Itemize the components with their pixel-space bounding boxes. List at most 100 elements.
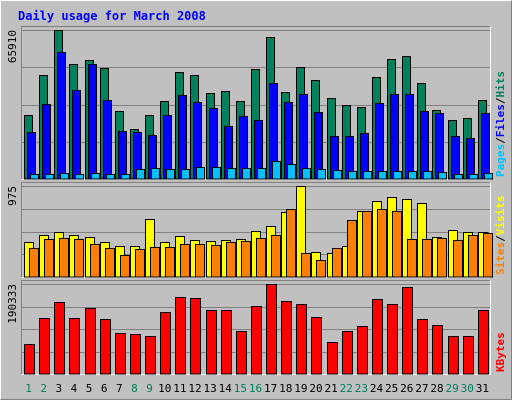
bar-kbytes [130,334,141,375]
bar-kbytes [221,310,232,375]
bar-sites [150,247,160,278]
legend-entry: Sites [494,242,507,275]
bar-sites [483,233,493,278]
bar-files [57,52,66,180]
bar-files [72,90,81,180]
legend-entry: Visits [494,196,507,236]
bar-sites [422,239,432,278]
chart-panels: 65910Pages/Files/Hits975Sites/Visits1903… [6,26,507,375]
bar-sites [105,248,115,278]
bar-sites [271,235,281,278]
bar-pages [60,173,69,180]
bar-sites [120,255,130,278]
bar-kbytes [296,304,307,375]
bar-files [435,113,444,180]
bar-kbytes [175,297,186,375]
x-tick-label: 8 [131,382,138,395]
bar-pages [45,174,54,180]
bar-sites [59,238,69,278]
x-tick-label: 18 [279,382,292,395]
bar-files [481,113,490,180]
bar-kbytes [24,344,35,375]
bar-files [466,138,475,180]
bar-files [118,131,127,180]
y-max-label: 190333 [6,284,19,324]
legend-entry: KBytes [494,332,507,372]
bar-pages [136,169,145,180]
bar-kbytes [432,325,443,375]
bar-pages [272,161,281,180]
bar-pages [393,171,402,180]
bar-kbytes [190,298,201,375]
x-tick-label: 1 [25,382,32,395]
bar-sites [362,211,372,278]
bar-kbytes [69,318,80,375]
bar-kbytes [145,336,156,375]
bar-pages [166,169,175,180]
bar-pages [348,171,357,180]
bar-kbytes [463,336,474,375]
bar-files [420,111,429,180]
bar-sites [256,238,266,278]
bar-pages [30,174,39,180]
bar-files [178,95,187,180]
bar-sites [195,244,205,278]
x-axis-labels: 1 2 3 4 5 6 7 8 9 10 11 12 13 14 15 16 17 18 19 20 21 22 23 24 2… [25,382,489,395]
x-tick-label: 10 [158,382,171,395]
x-tick-label: 13 [203,382,216,395]
bar-sites [180,244,190,278]
bar-pages [317,169,326,180]
bar-kbytes [251,306,262,375]
bar-pages [212,167,221,180]
x-tick-label: 5 [86,382,93,395]
bar-kbytes [387,304,398,375]
bar-kbytes [206,310,217,375]
x-tick-label: 17 [264,382,277,395]
x-tick-label: 19 [294,382,307,395]
x-tick-label: 26 [400,382,413,395]
bar-kbytes [311,317,322,375]
x-tick-label: 27 [415,382,428,395]
bar-sites [165,247,175,278]
x-tick-label: 31 [476,382,489,395]
y-max-label: 65910 [6,30,19,63]
bar-sites [453,240,463,278]
bar-files [405,94,414,180]
series-kbytes [24,284,489,375]
bar-sites [407,239,417,278]
series-pages [30,161,493,180]
legend-kbytes: KBytes [494,332,507,372]
bar-sites [29,248,39,278]
chart-title: Daily usage for March 2008 [18,9,206,23]
bar-kbytes [39,318,50,375]
plot-border-shadow [21,182,491,278]
bar-sites [44,239,54,278]
bar-pages [469,174,478,180]
bar-kbytes [115,333,126,375]
bar-sites [90,244,100,278]
bar-files [299,94,308,180]
bar-files [451,136,460,180]
bar-sites [241,241,251,278]
bar-kbytes [100,319,111,375]
bar-kbytes [478,310,489,375]
bar-pages [91,173,100,180]
bar-pages [75,174,84,180]
bar-sites [211,245,221,278]
bar-files [103,100,112,180]
bar-sites [316,260,326,278]
bar-kbytes [372,299,383,375]
bar-sites [332,248,342,278]
bar-sites [286,209,296,278]
bar-sites [347,220,357,278]
legend-entry: Hits [494,71,507,98]
x-tick-label: 2 [40,382,47,395]
bar-kbytes [85,308,96,375]
plot-border-shadow [21,26,491,180]
panel-kbytes: 190333 KBytes [6,280,507,375]
bar-kbytes [342,331,353,375]
bar-sites [377,209,387,278]
bar-kbytes [417,319,428,375]
bar-pages [302,168,311,180]
